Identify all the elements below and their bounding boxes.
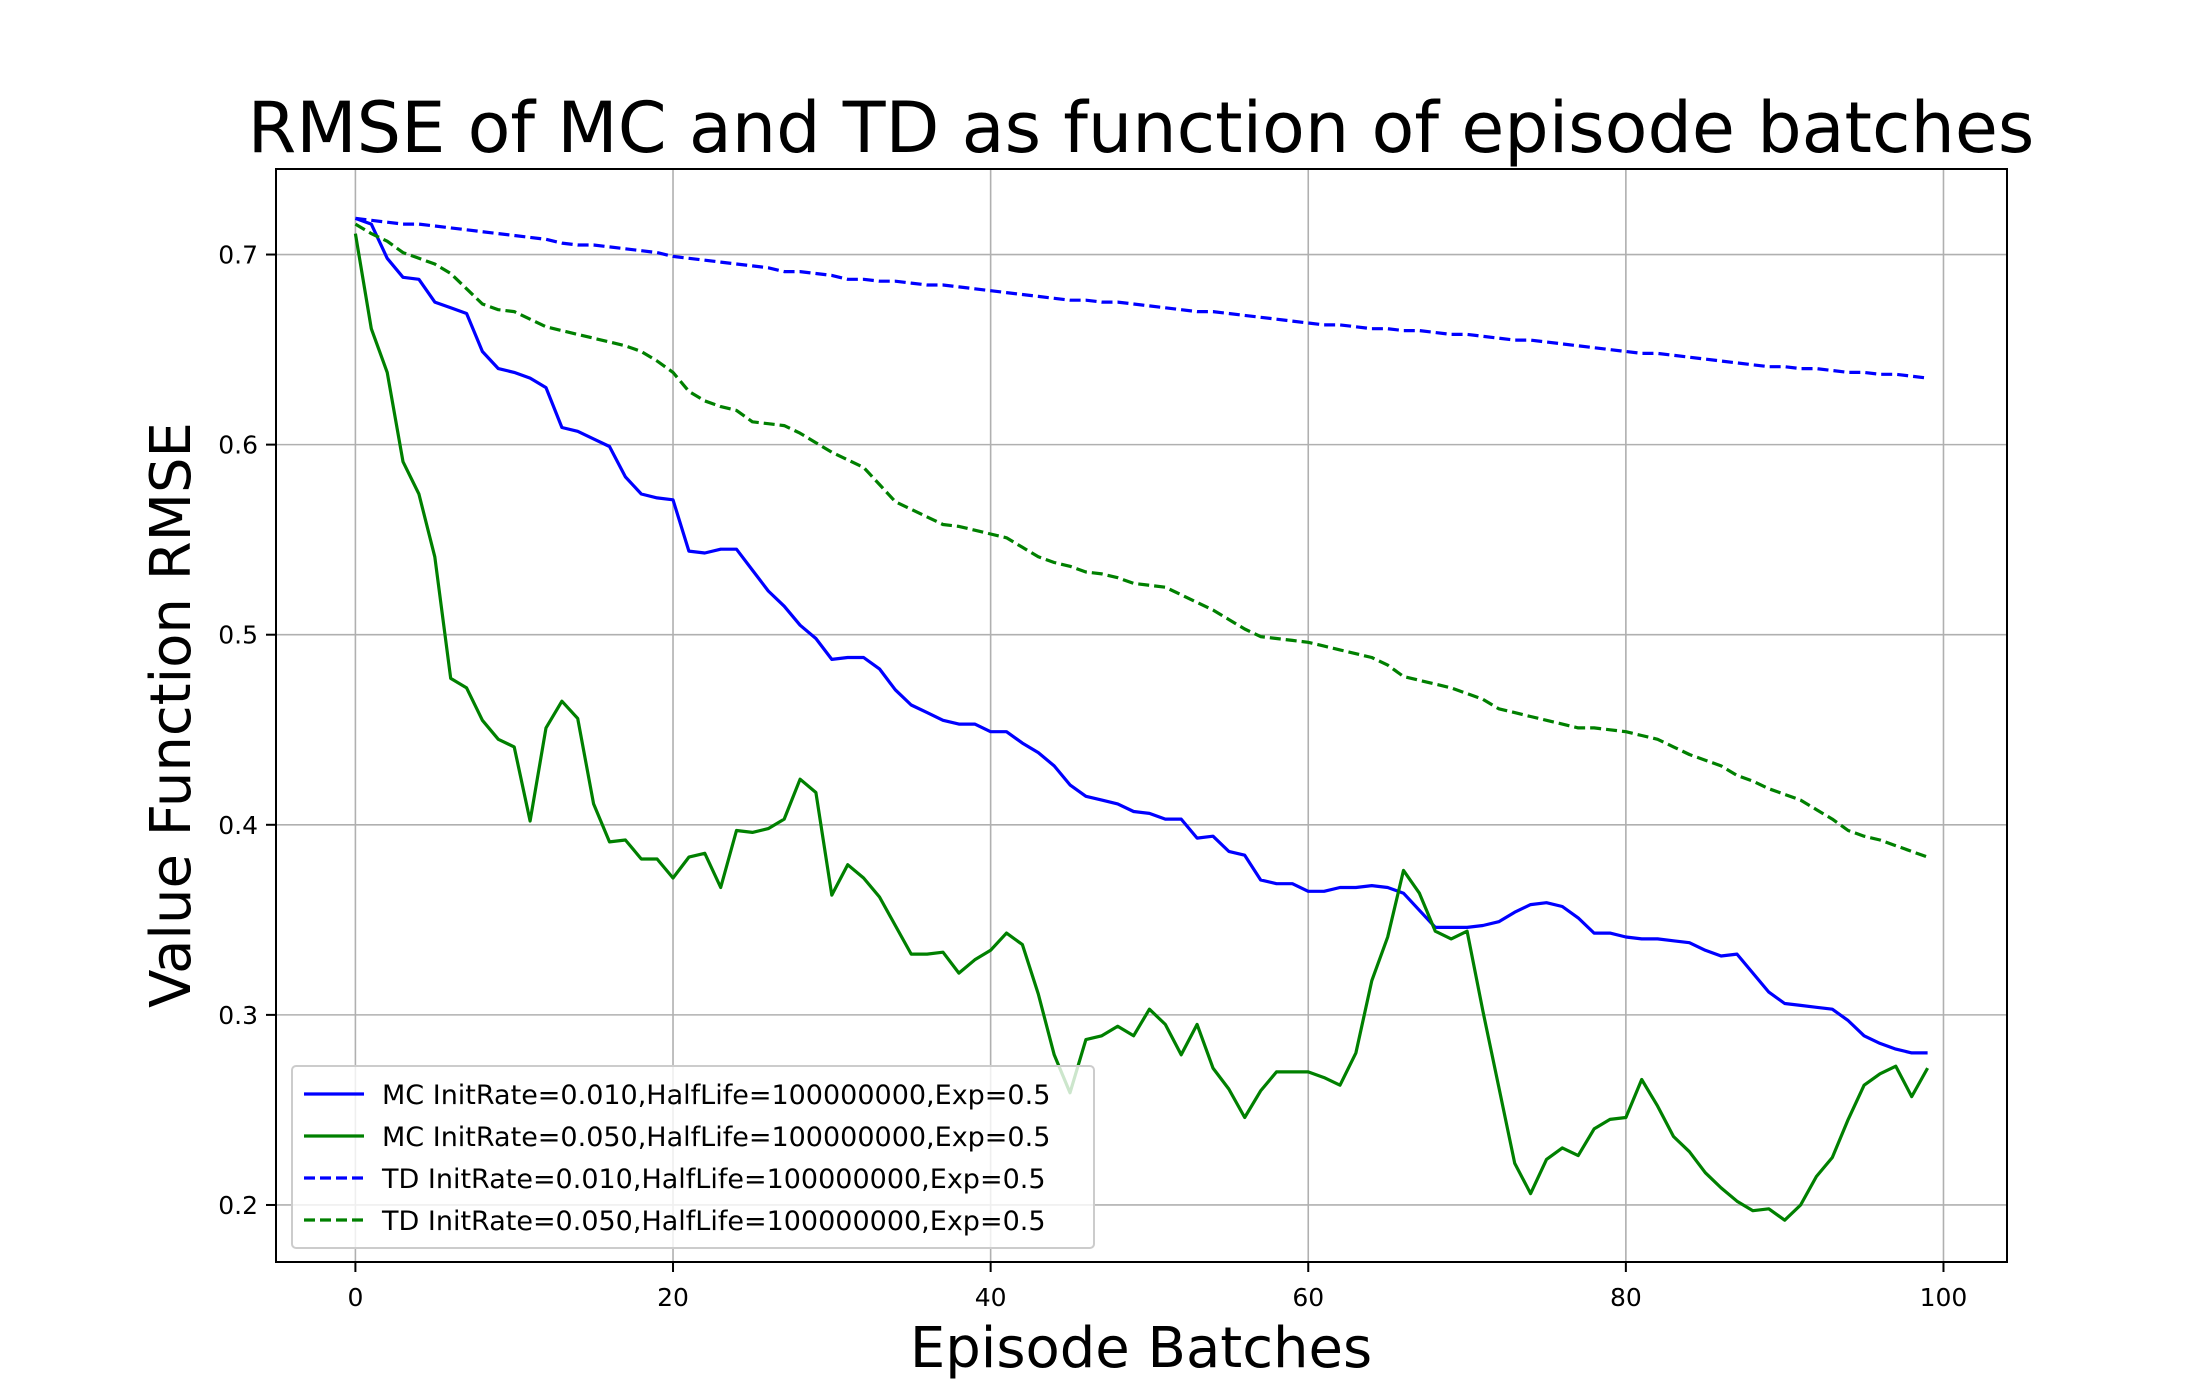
legend-label: MC InitRate=0.010,HalfLife=100000000,Exp… xyxy=(382,1080,1050,1111)
y-tick-label: 0.4 xyxy=(218,811,258,840)
legend-label: TD InitRate=0.050,HalfLife=100000000,Exp… xyxy=(381,1206,1046,1237)
x-tick-label: 20 xyxy=(657,1283,689,1312)
chart-title: RMSE of MC and TD as function of episode… xyxy=(248,87,2035,169)
series-layer xyxy=(353,216,1929,1222)
series-line-4 xyxy=(354,222,1929,859)
x-tick-label: 100 xyxy=(1920,1283,1968,1312)
y-tick-label: 0.2 xyxy=(218,1191,258,1220)
x-tick-label: 40 xyxy=(975,1283,1007,1312)
legend-label: MC InitRate=0.050,HalfLife=100000000,Exp… xyxy=(382,1122,1050,1153)
legend: MC InitRate=0.010,HalfLife=100000000,Exp… xyxy=(291,1065,1095,1249)
tick-layer: 0 20 40 60 80 100 0.2 0.3 0.4 0.5 0.6 0.7 xyxy=(218,241,1967,1312)
plot-frame xyxy=(275,168,2008,1263)
series-line-3 xyxy=(355,216,1928,380)
series-line-1 xyxy=(354,216,1928,1055)
x-tick-label: 0 xyxy=(347,1283,363,1312)
x-axis-label: Episode Batches xyxy=(910,1316,1372,1381)
y-axis-label: Value Function RMSE xyxy=(139,422,204,1008)
y-tick-label: 0.5 xyxy=(218,621,258,650)
legend-label: TD InitRate=0.010,HalfLife=100000000,Exp… xyxy=(381,1164,1046,1195)
legend-box xyxy=(291,1065,1095,1249)
y-tick-label: 0.7 xyxy=(218,241,258,270)
series-line-2 xyxy=(353,233,1929,1222)
x-tick-label: 60 xyxy=(1292,1283,1324,1312)
y-tick-label: 0.6 xyxy=(218,431,258,460)
y-tick-label: 0.3 xyxy=(218,1001,258,1030)
x-tick-label: 80 xyxy=(1610,1283,1642,1312)
